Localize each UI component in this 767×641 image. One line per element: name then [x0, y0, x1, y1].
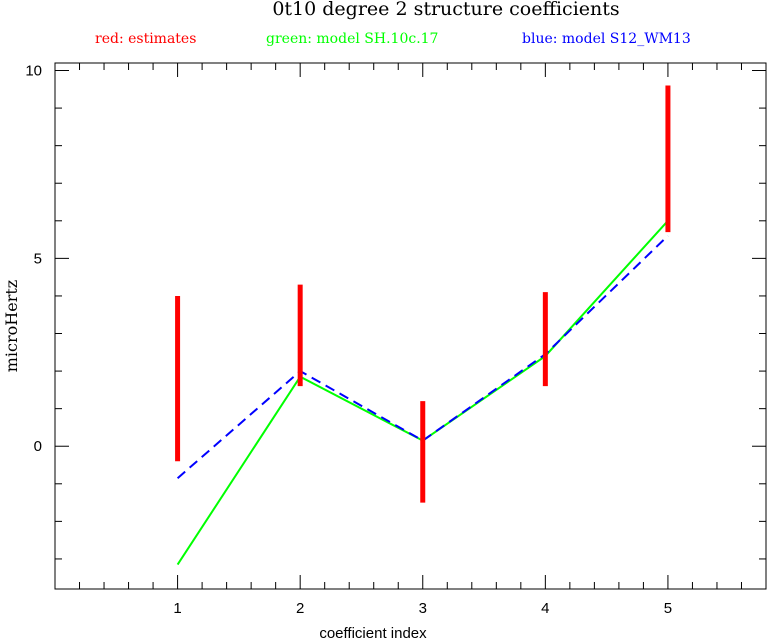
legend: red: estimates green: model SH.10c.17 bl… [95, 31, 691, 47]
x-tick-label: 5 [664, 600, 672, 617]
x-tick-label: 4 [541, 600, 549, 617]
x-tick-label: 1 [173, 600, 181, 617]
x-tick-label: 3 [419, 600, 427, 617]
legend-model-sh10c17: green: model SH.10c.17 [266, 31, 438, 47]
estimates-layer [175, 85, 671, 503]
y-axis-label: microHertz [2, 280, 21, 372]
plot-frame [54, 62, 767, 590]
x-tick-label: 2 [296, 600, 304, 617]
legend-estimates: red: estimates [95, 31, 196, 47]
y-tick-label: 5 [34, 250, 42, 267]
tick-labels: 1 2 3 4 5 0 5 10 [25, 63, 672, 617]
series-line-model-sh-10c-17 [176, 220, 669, 566]
x-axis-label: coefficient index [319, 625, 427, 641]
chart-title: 0t10 degree 2 structure coefficients [272, 0, 619, 20]
y-tick-label: 0 [34, 438, 42, 455]
series-layer [176, 220, 669, 566]
axis-ticks [55, 63, 766, 589]
y-tick-label: 10 [25, 63, 42, 80]
legend-model-s12wm13: blue: model S12_WM13 [522, 31, 691, 47]
